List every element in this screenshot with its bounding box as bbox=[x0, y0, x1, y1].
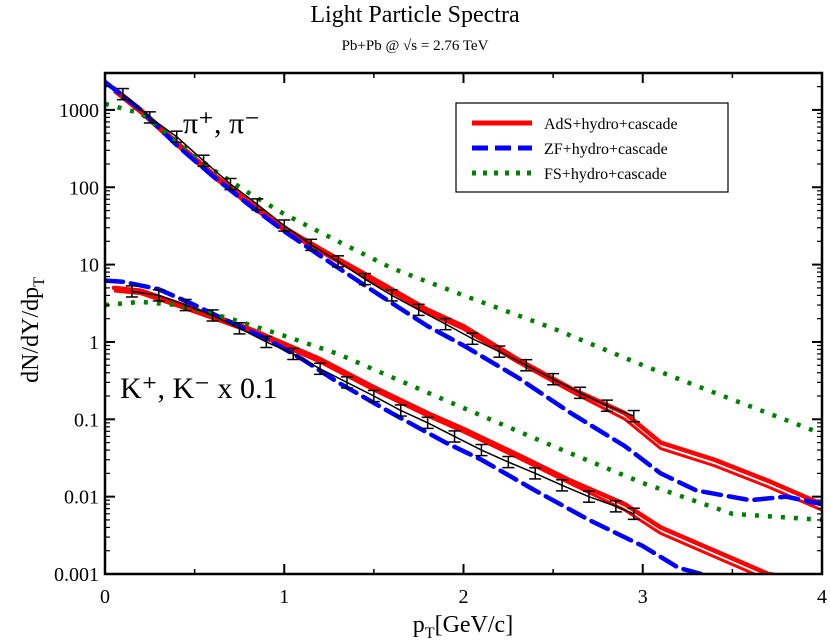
data-point-kaon bbox=[627, 507, 640, 521]
data-point-pion bbox=[278, 219, 291, 232]
x-tick-label: 3 bbox=[638, 586, 648, 608]
data-point-kaon bbox=[502, 455, 515, 469]
data-point-kaon bbox=[394, 404, 407, 417]
chart-subtitle: Pb+Pb @ √s = 2.76 TeV bbox=[341, 38, 489, 54]
data-point-pion bbox=[197, 154, 210, 168]
series-ads-band-kaon bbox=[113, 289, 759, 574]
y-tick-label: 1000 bbox=[59, 100, 99, 122]
data-point-pion bbox=[574, 386, 587, 400]
data-point-kaon bbox=[609, 500, 622, 513]
x-axis-label: pT[GeV/c] bbox=[413, 612, 513, 641]
x-tick-label: 1 bbox=[279, 586, 289, 608]
y-tick-label: 10 bbox=[79, 255, 99, 277]
data-point-pion bbox=[547, 372, 560, 386]
data-point-pion bbox=[224, 177, 237, 191]
y-tick-label: 100 bbox=[69, 177, 99, 199]
data-point-pion bbox=[332, 255, 345, 268]
data-point-pion bbox=[358, 272, 371, 286]
series-zf-kaon bbox=[105, 278, 710, 574]
legend-label-fs: FS+hydro+cascade bbox=[544, 166, 667, 183]
data-point-pion bbox=[600, 399, 613, 412]
data-point-kaon bbox=[260, 335, 273, 349]
data-point-pion bbox=[493, 345, 506, 358]
data-point-kaon bbox=[367, 389, 380, 403]
data-point-pion bbox=[466, 332, 479, 346]
y-tick-label: 0.001 bbox=[54, 564, 99, 586]
data-point-kaon bbox=[314, 362, 327, 376]
series-zf-pion bbox=[105, 79, 822, 507]
kaon-annotation: K⁺, K⁻ x 0.1 bbox=[120, 372, 278, 405]
x-tick-label: 4 bbox=[817, 586, 827, 608]
data-point-kaon bbox=[448, 430, 461, 443]
data-point-kaon bbox=[475, 443, 488, 457]
legend: AdS+hydro+cascade ZF+hydro+cascade FS+hy… bbox=[455, 102, 729, 193]
data-point-pion bbox=[116, 87, 129, 101]
data-point-kaon bbox=[179, 298, 192, 312]
pion-annotation: π⁺, π⁻ bbox=[183, 107, 260, 140]
data-point-pion bbox=[439, 317, 452, 331]
data-point-kaon bbox=[152, 289, 165, 302]
data-point-pion bbox=[385, 289, 398, 302]
y-tick-label: 0.1 bbox=[74, 409, 99, 431]
series-ads-pion bbox=[111, 86, 822, 507]
data-point-kaon bbox=[340, 376, 353, 389]
data-point-kaon bbox=[287, 347, 300, 361]
data-point-pion bbox=[251, 198, 264, 211]
series-fs-kaon bbox=[105, 299, 822, 523]
legend-label-ads: AdS+hydro+cascade bbox=[544, 116, 678, 133]
data-point-pion bbox=[170, 130, 183, 144]
data-point-kaon bbox=[125, 285, 138, 298]
data-point-kaon bbox=[421, 416, 434, 430]
x-tick-label: 0 bbox=[100, 586, 110, 608]
data-point-pion bbox=[412, 303, 425, 317]
data-point-pion bbox=[305, 238, 318, 252]
data-point-kaon bbox=[556, 479, 569, 492]
data-point-pion bbox=[520, 358, 533, 372]
data-point-kaon bbox=[529, 467, 542, 480]
x-tick-label: 2 bbox=[459, 586, 469, 608]
y-axis-label: dN/dY/dpT bbox=[18, 277, 48, 383]
chart-title: Light Particle Spectra bbox=[310, 2, 520, 28]
y-tick-label: 1 bbox=[89, 332, 99, 354]
data-line-pion bbox=[122, 93, 635, 417]
data-point-kaon bbox=[233, 322, 246, 335]
legend-label-zf: ZF+hydro+cascade bbox=[544, 141, 668, 158]
data-point-kaon bbox=[582, 490, 595, 503]
y-tick-label: 0.01 bbox=[64, 487, 99, 509]
data-line-kaon bbox=[131, 290, 635, 515]
data-point-pion bbox=[627, 409, 640, 423]
data-point-pion bbox=[143, 111, 156, 124]
data-point-kaon bbox=[206, 309, 219, 322]
